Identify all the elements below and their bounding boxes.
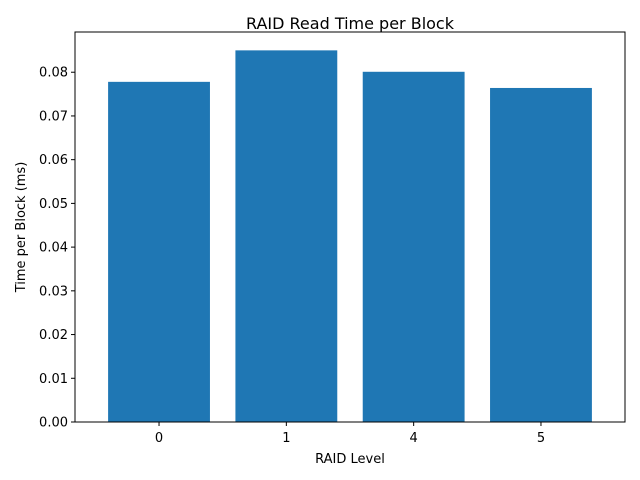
y-tick-label: 0.05 [39,197,68,212]
y-axis: 0.00 0.01 0.02 0.03 0.04 0.05 0.06 0.07 0.08 [39,66,75,431]
x-tick-label: 4 [410,431,418,446]
x-axis: 0 1 4 5 [155,422,545,446]
bar-raid-0 [108,81,210,422]
bar-raid-1 [235,50,338,423]
x-tick-label: 5 [537,431,545,446]
y-tick-label: 0.01 [39,372,68,387]
x-tick-label: 1 [282,431,290,446]
bars-group [108,50,592,423]
y-tick-label: 0.02 [39,328,68,343]
y-tick-label: 0.08 [39,66,68,81]
y-tick-label: 0.00 [39,416,68,431]
bar-raid-5 [490,87,592,423]
x-tick-label: 0 [155,431,163,446]
plot-frame [74,31,626,423]
y-tick-label: 0.03 [39,284,68,299]
y-tick-label: 0.07 [39,109,68,124]
x-axis-title: RAID Level [315,452,385,467]
y-tick-label: 0.06 [39,153,68,168]
y-tick-label: 0.04 [39,241,68,256]
y-axis-title: Time per Block (ms) [14,162,29,294]
chart-title: RAID Read Time per Block [246,14,455,33]
bar-raid-4 [362,71,465,423]
